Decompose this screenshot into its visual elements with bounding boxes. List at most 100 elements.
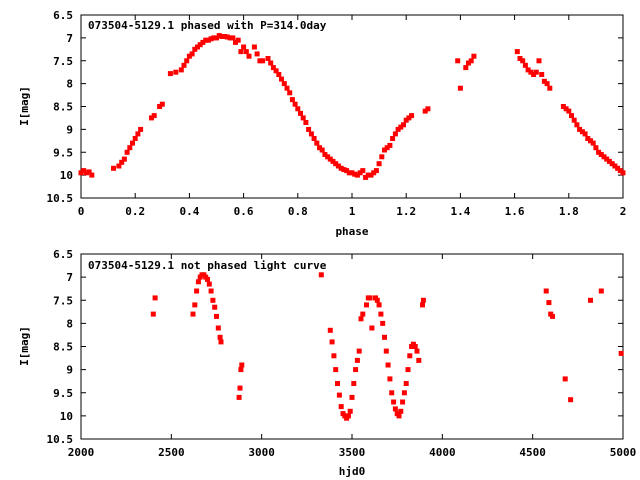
data-point — [615, 165, 621, 171]
y-tick-label: 9.5 — [53, 387, 73, 400]
data-point — [127, 145, 133, 151]
data-point — [254, 51, 260, 57]
data-point — [224, 34, 230, 40]
y-axis-label: I[mag] — [18, 86, 31, 126]
data-point — [395, 126, 401, 132]
data-point — [116, 163, 122, 169]
y-tick-label: 9 — [66, 123, 73, 136]
data-point — [119, 159, 125, 165]
data-point — [563, 106, 569, 112]
data-point — [349, 170, 355, 176]
y-tick-label: 10.5 — [47, 192, 74, 205]
data-point — [89, 172, 95, 178]
data-point — [550, 313, 555, 319]
data-point — [351, 381, 357, 386]
data-point — [466, 60, 471, 66]
y-tick-label: 9.5 — [53, 146, 73, 159]
data-point — [300, 115, 306, 121]
data-point — [412, 344, 418, 349]
data-point — [81, 168, 87, 174]
y-tick-label: 7.5 — [53, 294, 73, 307]
data-point — [189, 51, 195, 57]
data-point — [195, 279, 201, 285]
data-point — [422, 108, 428, 114]
data-point — [356, 348, 362, 354]
data-point — [214, 35, 219, 41]
data-point — [138, 126, 144, 132]
data-point — [596, 149, 602, 155]
data-point — [329, 339, 335, 345]
data-point — [379, 154, 385, 160]
data-point — [620, 170, 626, 176]
data-point — [205, 276, 210, 282]
data-point — [382, 147, 387, 153]
data-point — [403, 117, 409, 123]
data-point — [217, 334, 223, 340]
data-point — [517, 56, 523, 61]
data-point — [319, 147, 325, 153]
y-ticks: 6.5 7 7.5 8 8.5 9 9.5 10 10.5 — [47, 248, 623, 446]
data-point — [547, 85, 553, 91]
data-point — [298, 110, 303, 116]
x-axis-label: phase — [335, 225, 368, 238]
data-point — [353, 367, 359, 373]
data-point — [391, 399, 397, 405]
data-point — [543, 288, 549, 294]
data-point — [390, 136, 396, 141]
data-point — [210, 297, 216, 303]
data-point — [200, 39, 206, 45]
y-ticks: 6.5 7 7.5 8 8.5 9 9.5 10 10.5 — [47, 9, 623, 205]
data-point — [230, 35, 236, 41]
data-point — [588, 138, 593, 144]
data-point — [338, 404, 344, 410]
y-tick-label: 8.5 — [53, 341, 73, 354]
data-point — [311, 136, 317, 141]
data-point — [618, 350, 624, 356]
data-point — [590, 140, 596, 146]
data-point — [457, 85, 463, 91]
data-point — [327, 156, 333, 162]
y-tick-label: 9 — [66, 364, 73, 377]
data-point — [365, 172, 371, 178]
data-point — [222, 34, 228, 39]
data-point — [227, 35, 233, 41]
data-point — [546, 300, 552, 306]
data-point — [403, 381, 409, 386]
x-tick-label: 2000 — [68, 446, 95, 459]
data-point — [331, 353, 337, 359]
data-point — [598, 288, 604, 294]
data-point — [471, 53, 477, 59]
data-point — [349, 394, 355, 400]
data-point — [338, 165, 344, 171]
data-point — [617, 168, 623, 174]
data-point — [268, 60, 274, 66]
data-point — [392, 131, 398, 137]
data-point — [357, 170, 363, 176]
data-point — [270, 65, 276, 71]
y-tick-label: 7 — [66, 271, 73, 284]
data-point — [219, 34, 225, 39]
data-point — [238, 49, 244, 55]
data-point — [345, 413, 351, 419]
x-tick-label: 2500 — [158, 446, 185, 459]
data-point — [367, 295, 373, 301]
data-point — [322, 152, 328, 157]
data-point — [569, 113, 574, 119]
data-point — [539, 72, 545, 77]
data-point — [525, 67, 531, 73]
x-tick-label: 3000 — [248, 446, 275, 459]
data-point — [425, 106, 431, 112]
data-point — [420, 297, 426, 303]
data-point — [265, 56, 271, 61]
data-point — [287, 90, 293, 96]
x-tick-label: 1 — [349, 205, 356, 218]
data-point — [181, 62, 187, 68]
data-point — [215, 325, 221, 331]
data-point — [398, 408, 404, 414]
y-tick-label: 7 — [66, 32, 73, 45]
data-point — [566, 108, 572, 114]
data-point — [593, 145, 599, 151]
data-point — [235, 37, 241, 43]
